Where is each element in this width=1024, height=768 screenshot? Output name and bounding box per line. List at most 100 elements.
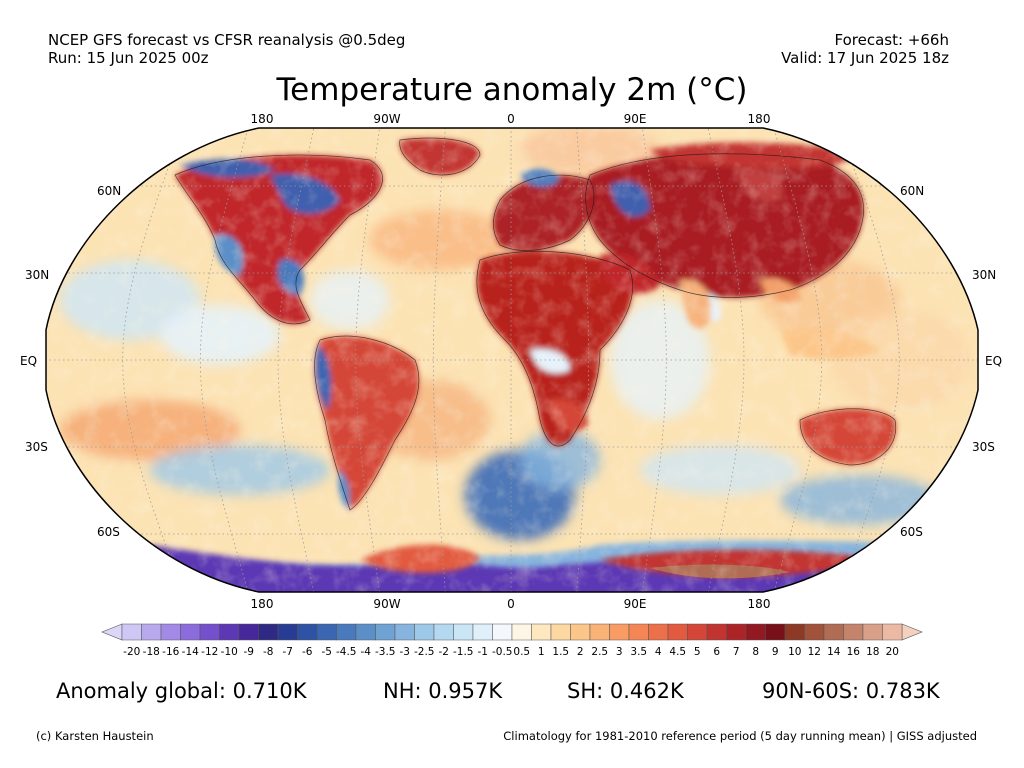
map-boundary <box>45 127 979 593</box>
colorbar-tick-label: 2.5 <box>591 646 609 658</box>
colorbar-swatch <box>141 623 162 641</box>
colorbar-tick-label: 4 <box>654 646 662 658</box>
colorbar-tick-label: 3.5 <box>630 646 648 658</box>
colorbar-swatch <box>531 623 552 641</box>
colorbar-tick-label: 0.5 <box>513 646 531 658</box>
run-info-model: NCEP GFS forecast vs CFSR reanalysis @0.… <box>48 31 406 49</box>
colorbar-swatch <box>238 623 259 641</box>
colorbar-swatch <box>258 623 279 641</box>
colorbar-tick-label: -8 <box>263 646 274 658</box>
colorbar-swatch <box>511 623 532 641</box>
colorbar-swatch <box>199 623 220 641</box>
lat-label-left-60n: 60N <box>97 184 122 198</box>
meridian-line <box>432 128 446 592</box>
meridian-line <box>277 128 315 592</box>
forecast-hour: Forecast: +66h <box>834 31 949 49</box>
lat-label-left-30s: 30S <box>25 440 48 454</box>
lon-label-bottom-180e: 180 <box>747 597 771 611</box>
colorbar-tick-label: 1.5 <box>552 646 570 658</box>
colorbar-swatch <box>160 623 181 641</box>
colorbar-tick-label: -20 <box>123 646 141 658</box>
colorbar-tick-label: -7 <box>282 646 293 658</box>
colorbar-tick-label: -2.5 <box>414 646 435 658</box>
colorbar-swatch <box>394 623 415 641</box>
colorbar-tick-label: -1 <box>477 646 488 658</box>
colorbar-tick-label: -9 <box>243 646 254 658</box>
colorbar-swatch <box>180 623 201 641</box>
colorbar-tick-label: -14 <box>181 646 199 658</box>
lon-label-top-0: 0 <box>507 112 515 126</box>
lat-label-left-60s: 60S <box>97 525 120 539</box>
colorbar-tick-label: 9 <box>771 646 779 658</box>
lat-label-right-60n: 60N <box>900 184 925 198</box>
lat-label-left-eq: EQ <box>20 354 38 368</box>
colorbar-tick-label: 20 <box>885 646 899 658</box>
colorbar-tick-label: -1.5 <box>453 646 474 658</box>
meridian-line <box>122 128 183 592</box>
colorbar-swatch <box>706 623 727 641</box>
meridian-line <box>839 128 900 592</box>
colorbar-swatch <box>375 623 396 641</box>
lon-label-bottom-90e: 90E <box>623 597 647 611</box>
lon-label-bottom-0: 0 <box>507 597 515 611</box>
colorbar-tick-label: -16 <box>162 646 180 658</box>
lat-label-right-30s: 30S <box>972 440 995 454</box>
lon-label-top-180e: 180 <box>747 112 771 126</box>
lon-label-bottom-180w: 180 <box>250 597 274 611</box>
colorbar-tick-label: -10 <box>220 646 238 658</box>
colorbar-swatch <box>355 623 376 641</box>
colorbar-swatch <box>121 623 142 641</box>
coastlines <box>174 137 897 511</box>
colorbar-swatch <box>414 623 435 641</box>
lon-label-top-90w: 90W <box>373 112 401 126</box>
colorbar-swatch <box>316 623 337 641</box>
colorbar-swatch <box>453 623 474 641</box>
map-title: Temperature anomaly 2m (°C) <box>276 72 748 108</box>
colorbar-swatch <box>492 623 513 641</box>
valid-time: Valid: 17 Jun 2025 18z <box>781 49 949 67</box>
meridian-line <box>707 128 745 592</box>
colorbar-tick-label: -4 <box>360 646 371 658</box>
colorbar-tick-label: -0.5 <box>492 646 513 658</box>
colorbar-tick-label: -18 <box>142 646 160 658</box>
colorbar-swatch <box>843 623 864 641</box>
colorbar-tick-label: 10 <box>788 646 802 658</box>
lon-label-top-180w: 180 <box>250 112 274 126</box>
colorbar-swatch <box>570 623 591 641</box>
stat-sh: SH: 0.462K <box>567 679 684 703</box>
colorbar-tick-label: -6 <box>302 646 313 658</box>
lon-label-bottom-90w: 90W <box>373 597 401 611</box>
colorbar-tick-label: 5 <box>693 646 701 658</box>
colorbar-swatch <box>726 623 747 641</box>
colorbar-swatch <box>745 623 766 641</box>
graticule-lines <box>46 128 977 592</box>
colorbar-extend-low <box>101 623 123 641</box>
colorbar-swatch <box>687 623 708 641</box>
colorbar-extend-high <box>901 623 923 641</box>
colorbar-swatch <box>277 623 298 641</box>
colorbar-swatch <box>823 623 844 641</box>
copyright: (c) Karsten Haustein <box>36 729 154 743</box>
colorbar-swatch <box>550 623 571 641</box>
colorbar-swatch <box>472 623 493 641</box>
colorbar-swatch <box>804 623 825 641</box>
colorbar-tick-label: -4.5 <box>336 646 357 658</box>
colorbar-tick-label: 8 <box>752 646 760 658</box>
colorbar-tick-label: -3.5 <box>375 646 396 658</box>
colorbar-tick-label: 4.5 <box>669 646 687 658</box>
lon-label-top-90e: 90E <box>623 112 647 126</box>
colorbar-swatch <box>882 623 903 641</box>
colorbar-tick-label: 18 <box>866 646 880 658</box>
map-field <box>46 128 978 592</box>
colorbar-swatch <box>765 623 786 641</box>
colorbar-tick-label: -12 <box>201 646 219 658</box>
stat-nh: NH: 0.957K <box>383 679 503 703</box>
colorbar-tick-label: 6 <box>713 646 721 658</box>
colorbar-swatch <box>862 623 883 641</box>
colorbar-tick-label: -2 <box>438 646 449 658</box>
colorbar-tick-label: 7 <box>732 646 740 658</box>
run-info-date: Run: 15 Jun 2025 00z <box>48 49 209 67</box>
colorbar-tick-label: 14 <box>827 646 841 658</box>
